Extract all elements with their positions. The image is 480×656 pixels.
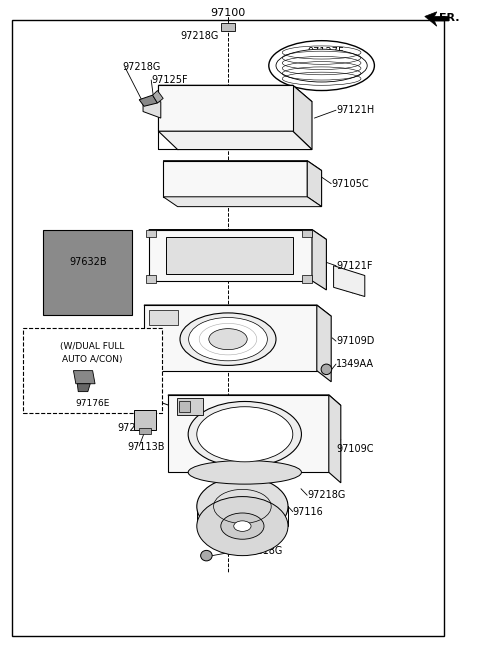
Polygon shape — [158, 85, 293, 131]
Text: 1349AA: 1349AA — [336, 359, 374, 369]
Bar — [149, 310, 178, 325]
Text: 97218G: 97218G — [180, 31, 218, 41]
Polygon shape — [163, 197, 322, 207]
Text: 97113B: 97113B — [127, 442, 165, 453]
Polygon shape — [293, 85, 312, 150]
Polygon shape — [73, 371, 95, 384]
Ellipse shape — [234, 521, 251, 531]
Bar — [177, 398, 203, 415]
Bar — [166, 237, 293, 274]
Text: 97218G: 97218G — [118, 423, 156, 434]
Polygon shape — [163, 161, 307, 197]
Bar — [43, 230, 132, 315]
Ellipse shape — [188, 401, 301, 467]
Text: 97105C: 97105C — [331, 178, 369, 189]
Polygon shape — [158, 85, 312, 102]
Polygon shape — [425, 12, 449, 26]
Bar — [146, 275, 156, 283]
Bar — [23, 328, 162, 413]
Ellipse shape — [197, 497, 288, 556]
Polygon shape — [312, 230, 326, 290]
Polygon shape — [153, 91, 163, 103]
Bar — [302, 275, 312, 283]
Text: FR.: FR. — [439, 13, 460, 24]
Polygon shape — [168, 395, 341, 405]
Polygon shape — [139, 95, 157, 106]
Polygon shape — [307, 161, 322, 207]
Text: 97121H: 97121H — [336, 105, 374, 115]
Text: 97632B: 97632B — [70, 257, 107, 268]
Polygon shape — [158, 85, 178, 131]
Text: 97109D: 97109D — [336, 336, 374, 346]
Polygon shape — [168, 395, 329, 472]
Ellipse shape — [180, 313, 276, 365]
Bar — [146, 230, 156, 237]
Ellipse shape — [197, 477, 288, 536]
Text: 97100: 97100 — [210, 8, 246, 18]
Polygon shape — [149, 230, 326, 239]
Ellipse shape — [188, 461, 301, 484]
Polygon shape — [226, 28, 230, 30]
Ellipse shape — [209, 329, 247, 350]
Bar — [179, 401, 190, 412]
Text: 97218G: 97218G — [245, 546, 283, 556]
Text: 97121F: 97121F — [336, 260, 372, 271]
Ellipse shape — [321, 364, 332, 375]
Text: 97218G: 97218G — [122, 62, 161, 72]
Polygon shape — [158, 131, 312, 150]
Ellipse shape — [276, 49, 367, 82]
Polygon shape — [329, 395, 341, 483]
Ellipse shape — [189, 318, 267, 361]
Polygon shape — [77, 384, 90, 392]
Polygon shape — [317, 305, 331, 382]
Bar — [134, 410, 156, 430]
Ellipse shape — [221, 513, 264, 539]
Bar — [221, 23, 235, 31]
Ellipse shape — [197, 407, 293, 462]
Text: 97176E: 97176E — [75, 399, 110, 408]
Text: (W/DUAL FULL: (W/DUAL FULL — [60, 342, 125, 351]
Text: 97125F: 97125F — [151, 75, 188, 85]
Polygon shape — [334, 266, 365, 297]
Bar — [139, 428, 151, 434]
Ellipse shape — [269, 41, 374, 91]
Ellipse shape — [201, 550, 212, 561]
Bar — [302, 230, 312, 237]
Text: 97218G: 97218G — [307, 490, 346, 501]
Polygon shape — [163, 161, 322, 171]
Text: AUTO A/CON): AUTO A/CON) — [62, 355, 123, 364]
Text: 97116: 97116 — [293, 506, 324, 517]
Polygon shape — [144, 305, 317, 371]
Polygon shape — [144, 305, 331, 316]
Polygon shape — [143, 102, 161, 118]
Text: 97109C: 97109C — [336, 444, 373, 455]
Text: 97127F: 97127F — [307, 47, 344, 58]
Polygon shape — [149, 230, 312, 281]
